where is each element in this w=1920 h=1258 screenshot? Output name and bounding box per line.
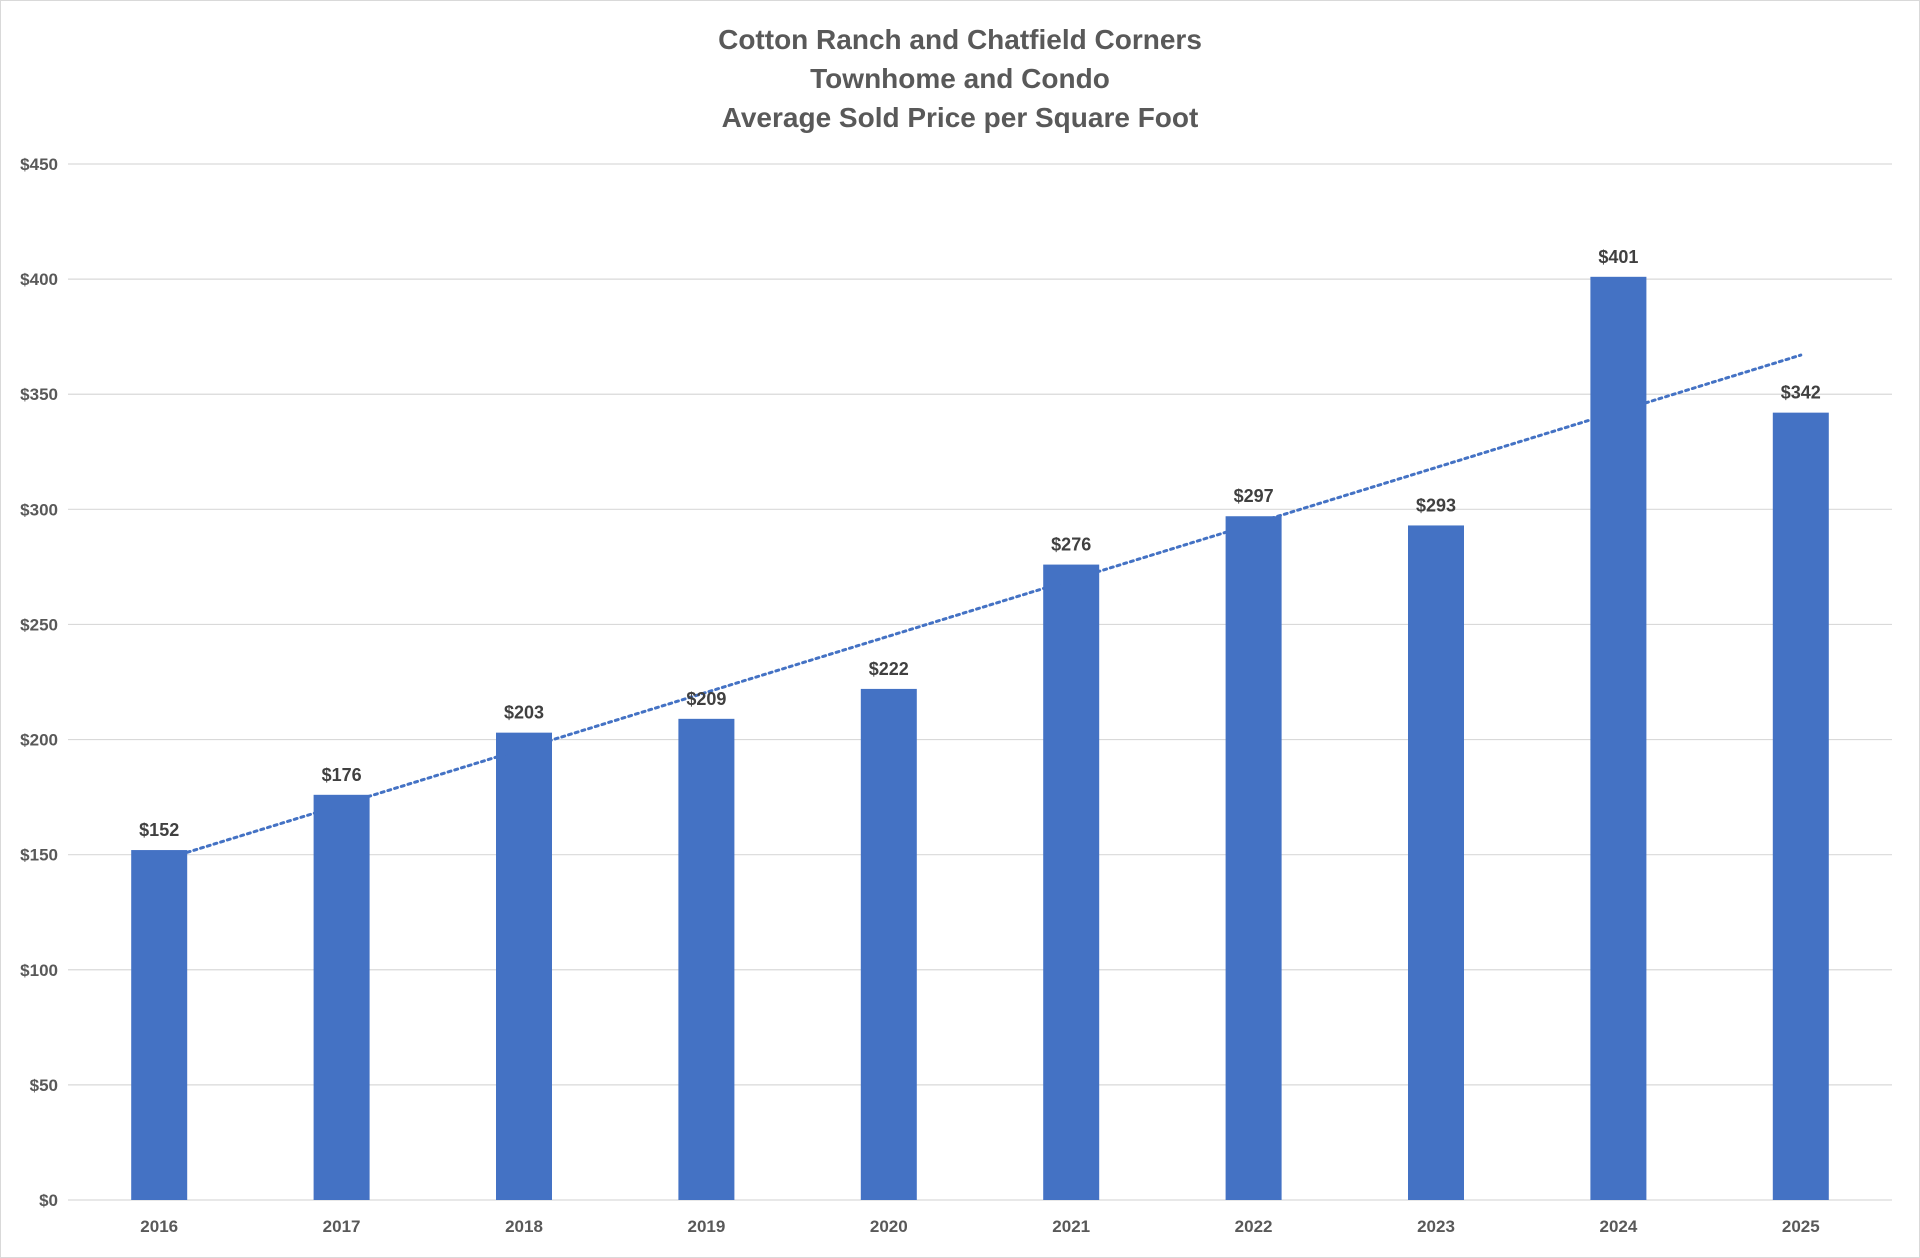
data-label: $297 xyxy=(1234,486,1274,506)
data-label: $276 xyxy=(1051,535,1091,555)
data-label: $176 xyxy=(322,765,362,785)
x-tick-label: 2020 xyxy=(870,1217,908,1236)
bar-2020 xyxy=(860,688,917,1200)
data-label: $152 xyxy=(139,820,179,840)
data-label: $293 xyxy=(1416,495,1456,515)
trendline xyxy=(185,353,1803,854)
x-tick-label: 2016 xyxy=(140,1217,178,1236)
bar-2021 xyxy=(1043,564,1100,1200)
data-label: $401 xyxy=(1598,247,1638,267)
y-tick-label: $50 xyxy=(30,1076,58,1095)
data-label: $222 xyxy=(869,659,909,679)
data-label: $209 xyxy=(686,689,726,709)
gridlines xyxy=(68,163,1892,1201)
y-tick-label: $300 xyxy=(20,500,58,519)
x-tick-label: 2017 xyxy=(323,1217,361,1236)
chart-title-line-2: Townhome and Condo xyxy=(810,63,1110,94)
chart-title-line-1: Cotton Ranch and Chatfield Corners xyxy=(718,24,1202,55)
bar-2019 xyxy=(678,718,735,1200)
data-label: $203 xyxy=(504,703,544,723)
y-tick-label: $150 xyxy=(20,846,58,865)
x-tick-label: 2019 xyxy=(687,1217,725,1236)
bar-2022 xyxy=(1225,516,1282,1200)
x-tick-label: 2018 xyxy=(505,1217,543,1236)
y-tick-label: $250 xyxy=(20,615,58,634)
bar-2018 xyxy=(496,732,552,1200)
axis-labels: $0 $50 $100 $150 $200 $250 $300 $350 $400 $450 201… xyxy=(20,155,1820,1236)
y-tick-label: $450 xyxy=(20,155,58,174)
x-tick-label: 2021 xyxy=(1052,1217,1090,1236)
y-tick-label: $400 xyxy=(20,270,58,289)
bar-2016 xyxy=(131,850,188,1200)
y-tick-label: $350 xyxy=(20,385,58,404)
bar-2023 xyxy=(1408,525,1464,1200)
y-tick-label: $100 xyxy=(20,961,58,980)
data-labels: $152 $176 $203 $209 $222 $276 $297 $293 $401 $342 xyxy=(139,247,1821,840)
x-tick-label: 2022 xyxy=(1235,1217,1273,1236)
x-tick-label: 2023 xyxy=(1417,1217,1455,1236)
bar-2024 xyxy=(1590,276,1647,1200)
y-tick-label: $0 xyxy=(39,1191,58,1210)
y-tick-label: $200 xyxy=(20,731,58,750)
bar-2025 xyxy=(1772,412,1829,1200)
chart-title-line-3: Average Sold Price per Square Foot xyxy=(721,102,1199,133)
trendline-group xyxy=(185,353,1803,854)
data-label: $342 xyxy=(1781,383,1821,403)
chart-title: Cotton Ranch and Chatfield Corners Townh… xyxy=(0,20,1920,137)
bars xyxy=(131,276,1829,1200)
x-tick-label: 2025 xyxy=(1782,1217,1820,1236)
x-tick-label: 2024 xyxy=(1599,1217,1637,1236)
bar-2017 xyxy=(313,794,370,1200)
